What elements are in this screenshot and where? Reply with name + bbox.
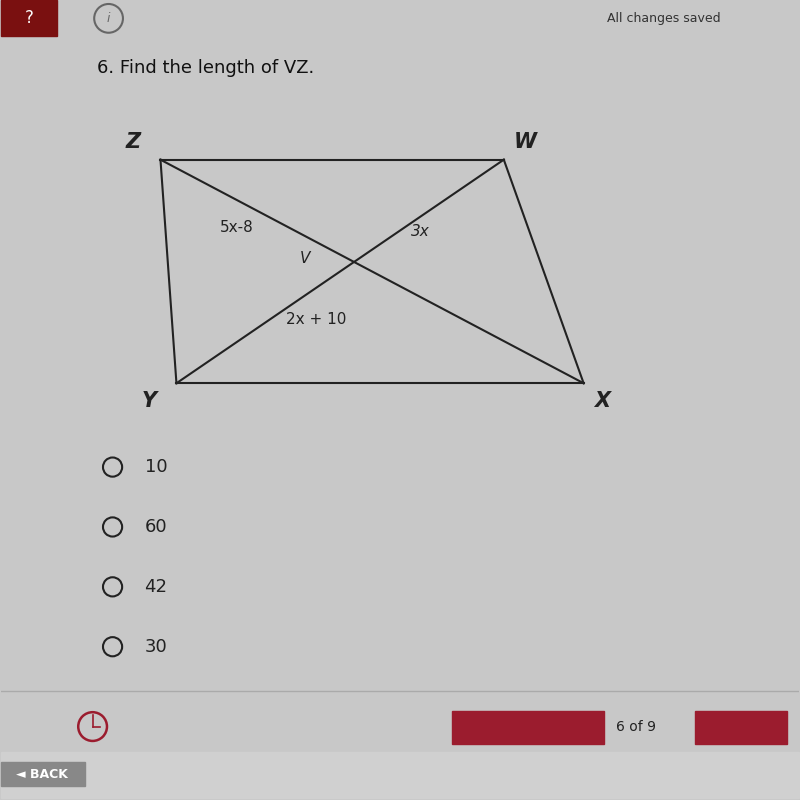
Bar [695,710,787,744]
Text: X: X [594,391,610,411]
Bar [1,0,57,36]
Text: i: i [107,12,110,25]
Text: W: W [514,132,537,152]
Text: 6 of 9: 6 of 9 [615,720,655,734]
Bar [452,710,603,744]
Text: ◄ BACK: ◄ BACK [16,768,68,781]
Text: Y: Y [142,391,157,411]
Text: 60: 60 [145,518,167,536]
Bar [1,752,799,798]
Text: Z: Z [126,132,141,152]
Text: 10: 10 [145,458,167,476]
Text: All changes saved: All changes saved [606,12,720,25]
Bar [1,762,85,786]
Text: NEXT: NEXT [721,720,762,734]
Text: 30: 30 [145,638,167,656]
Text: LESSON 3.4 - DIAGONALS OF: LESSON 3.4 - DIAGONALS OF [105,764,286,777]
Text: PARALLELOGRAMS: PARALLELOGRAMS [9,786,124,798]
Text: PREVIOUS: PREVIOUS [488,720,567,734]
Text: ?: ? [24,10,33,27]
Text: 2x + 10: 2x + 10 [286,312,346,327]
Text: 5x-8: 5x-8 [219,220,253,235]
Text: 6. Find the length of VZ.: 6. Find the length of VZ. [97,59,314,77]
Text: 42: 42 [145,578,167,596]
Text: 3x: 3x [410,224,430,239]
Text: V: V [300,251,310,266]
